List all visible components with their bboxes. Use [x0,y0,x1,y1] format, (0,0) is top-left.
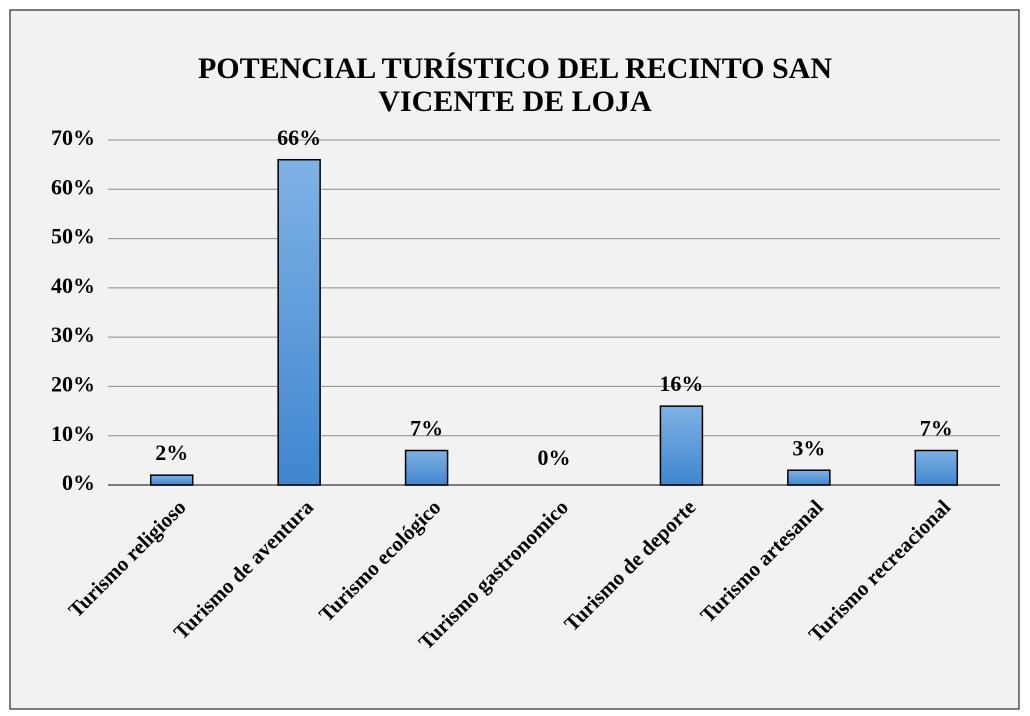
bar [914,449,959,486]
y-tick-label: 0% [62,470,95,495]
bar [277,158,321,486]
data-label: 66% [277,125,321,150]
data-label: 0% [538,445,571,470]
y-tick-label: 30% [51,322,95,347]
bar [404,449,449,486]
chart-frame [9,9,1020,710]
y-tick-label: 10% [51,421,95,446]
y-tick-label: 70% [51,125,95,150]
bar [787,469,831,486]
data-label: 7% [920,416,953,441]
data-label: 2% [155,440,188,465]
bar [149,474,194,486]
data-label: 7% [410,416,443,441]
data-label: 16% [659,371,703,396]
bar [659,405,704,486]
y-tick-label: 40% [51,273,95,298]
y-tick-label: 50% [51,224,95,249]
y-tick-label: 60% [51,174,95,199]
data-label: 3% [792,435,825,460]
y-tick-label: 20% [51,371,95,396]
chart-title: POTENCIAL TURÍSTICO DEL RECINTO SAN VICE… [197,52,833,118]
